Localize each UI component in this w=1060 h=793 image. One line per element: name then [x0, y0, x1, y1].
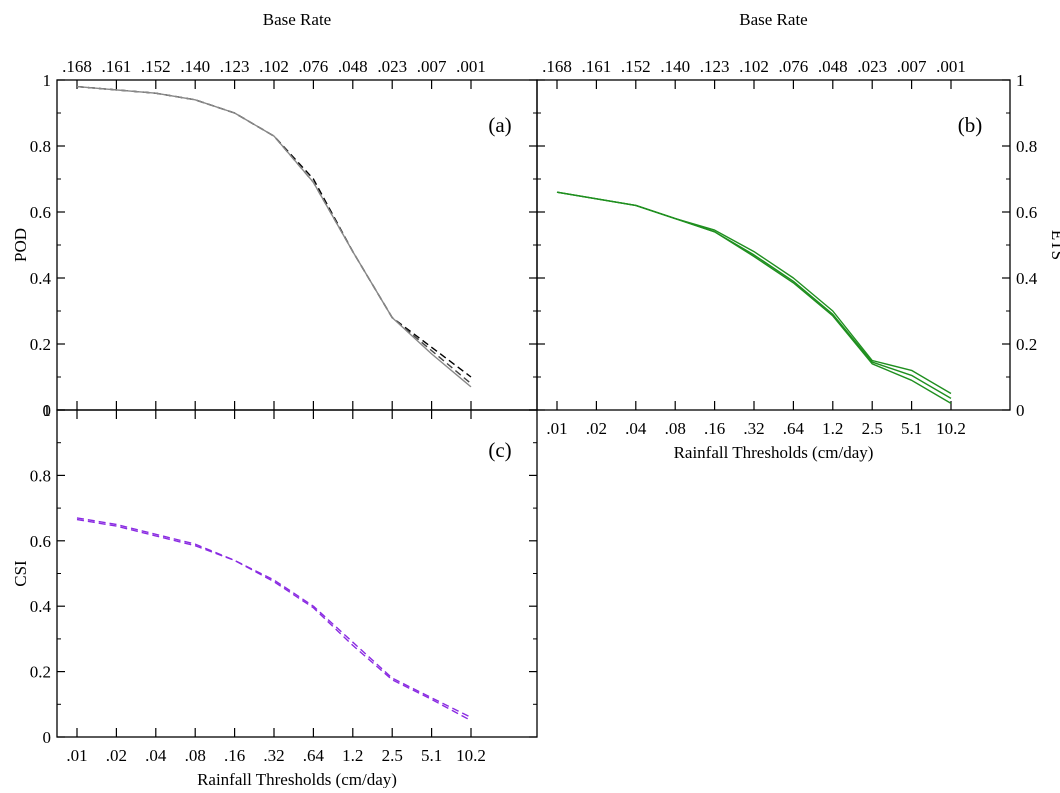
panel-c-ytick-label: 0.6	[30, 532, 51, 551]
panel-c-xtick-label: .64	[303, 746, 325, 765]
panel-a-frame	[56, 79, 538, 411]
panel-b-top-tick-label: .001	[936, 57, 966, 76]
panel-a-series-line-1	[76, 85, 472, 378]
panel-c-series-line-1	[76, 517, 472, 719]
panel-a-label: (a)	[488, 113, 511, 137]
panel-c-frame	[56, 409, 538, 738]
panel-b-xtick-label: .04	[625, 419, 647, 438]
panel-c-xtick-label: .02	[106, 746, 127, 765]
panel-a-ytick-label: 0.6	[30, 203, 51, 222]
panel-c-ytick-label: 0	[43, 728, 52, 747]
panel-b-top-tick-label: .023	[857, 57, 887, 76]
panel-b-top-tick-label: .076	[779, 57, 809, 76]
panel-b-top-tick-label: .048	[818, 57, 848, 76]
panel-c-xtick-label: .04	[145, 746, 167, 765]
panel-b-top-tick-label: .168	[542, 57, 572, 76]
panel-c-xtick-label: .32	[263, 746, 284, 765]
panel-a-series-line-2	[76, 85, 472, 385]
panel-a-ytick-label: 1	[43, 71, 52, 90]
panel-c-xtick-label: .16	[224, 746, 245, 765]
panel-b-xtick-label: .32	[743, 419, 764, 438]
panel-a-top-tick-label: .161	[102, 57, 132, 76]
panel-a-top-tick-label: .007	[417, 57, 447, 76]
panel-c-xtick-label: .01	[66, 746, 87, 765]
panel-a-top-tick-label: .168	[62, 57, 92, 76]
panel-b-xtick-label: .16	[704, 419, 725, 438]
panel-b-series-line-3	[556, 191, 952, 405]
panel-b-top-tick-label: .152	[621, 57, 651, 76]
panel-c-xlabel: Rainfall Thresholds (cm/day)	[197, 770, 397, 788]
panel-a-top-tick-label: .102	[259, 57, 289, 76]
panel-b-xtick-label: 5.1	[901, 419, 922, 438]
panel-b-top-axis-title: Base Rate	[739, 10, 807, 29]
panel-a-ytick-label: 0.8	[30, 137, 51, 156]
panel-c-ytick-label: 0.8	[30, 466, 51, 485]
panel-a-top-tick-label: .152	[141, 57, 171, 76]
panel-b-ylabel: ETS	[1048, 230, 1060, 260]
panel-b-series-line-1	[556, 191, 952, 395]
panel-a-top-tick-label: .023	[377, 57, 407, 76]
panel-b-frame	[536, 79, 1011, 411]
panel-b-top-tick-label: .007	[897, 57, 927, 76]
panel-a-top-tick-label: .001	[456, 57, 486, 76]
panel-a-top-tick-label: .123	[220, 57, 250, 76]
panel-c-xtick-label: 10.2	[456, 746, 486, 765]
panel-c-series-line-2	[76, 518, 472, 722]
panel-b-xtick-label: 1.2	[822, 419, 843, 438]
panel-c-ylabel: CSI	[11, 560, 30, 587]
panel-b-ytick-label: 0.4	[1016, 269, 1038, 288]
panel-c-xtick-label: 5.1	[421, 746, 442, 765]
panel-c-xtick-label: 1.2	[342, 746, 363, 765]
panel-c-ytick-label: 0.2	[30, 663, 51, 682]
panel-a-ylabel: POD	[11, 228, 30, 262]
panel-c-ytick-label: 0.4	[30, 597, 52, 616]
panel-b-ytick-label: 0	[1016, 401, 1025, 420]
panel-b-xtick-label: .64	[783, 419, 805, 438]
panel-a-top-tick-label: .048	[338, 57, 368, 76]
panel-a-ytick-label: 0	[43, 401, 52, 420]
panel-a-top-tick-label: .076	[299, 57, 329, 76]
panel-c-xtick-label: 2.5	[382, 746, 403, 765]
panel-b-top-tick-label: .102	[739, 57, 769, 76]
panel-a-ytick-label: 0.2	[30, 335, 51, 354]
panel-a-ytick-label: 0.4	[30, 269, 52, 288]
panel-c-ytick-label: 1	[43, 401, 52, 420]
panel-a-top-tick-label: .140	[180, 57, 210, 76]
panel-b-series-line-2	[556, 191, 952, 400]
panel-b-xtick-label: .08	[665, 419, 686, 438]
panel-b-ytick-label: 0.6	[1016, 203, 1037, 222]
panel-b-xtick-label: 2.5	[862, 419, 883, 438]
panel-b-xtick-label: .02	[586, 419, 607, 438]
panel-b-top-tick-label: .123	[700, 57, 730, 76]
panel-b-ytick-label: 1	[1016, 71, 1025, 90]
panel-b-label: (b)	[958, 113, 983, 137]
panel-b-xlabel: Rainfall Thresholds (cm/day)	[674, 443, 874, 462]
panel-c-xtick-label: .08	[185, 746, 206, 765]
panel-c-label: (c)	[488, 438, 511, 462]
panel-b-top-tick-label: .161	[582, 57, 612, 76]
panel-b-top-tick-label: .140	[660, 57, 690, 76]
panel-b-ytick-label: 0.8	[1016, 137, 1037, 156]
panel-a-series-line-3	[76, 85, 472, 388]
panel-a-top-axis-title: Base Rate	[263, 10, 331, 29]
panel-b-ytick-label: 0.2	[1016, 335, 1037, 354]
panel-b-xtick-label: 10.2	[936, 419, 966, 438]
panel-b-xtick-label: .01	[546, 419, 567, 438]
